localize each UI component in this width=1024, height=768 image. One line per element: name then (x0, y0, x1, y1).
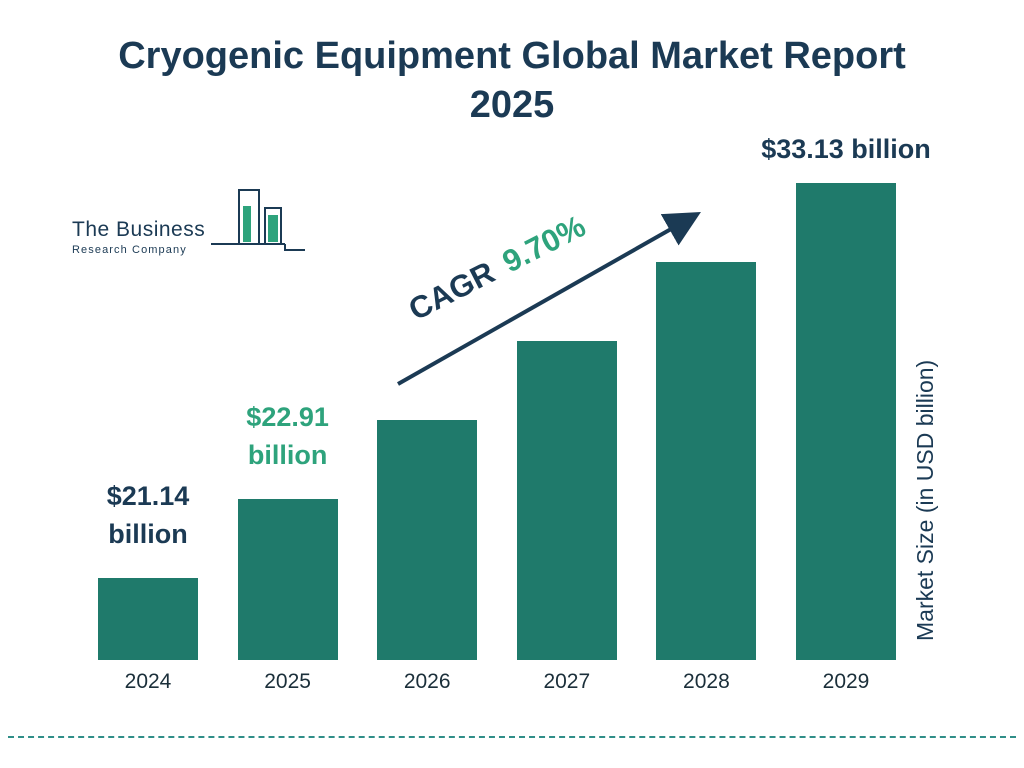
x-tick-2029: 2029 (822, 670, 870, 693)
cagr-label: CAGR9.70% (403, 208, 591, 328)
chart-title-line1: Cryogenic Equipment Global Market Report (118, 35, 906, 77)
logo-name: The Business (72, 218, 206, 241)
cagr-prefix: CAGR (403, 254, 501, 328)
chart-title: Cryogenic Equipment Global Market Report… (0, 32, 1024, 129)
x-tick-2026: 2026 (403, 670, 451, 693)
logo-text: The Business Research Company (72, 218, 205, 260)
x-tick-2025: 2025 (264, 670, 311, 693)
bar-2026 (377, 420, 478, 660)
bar-2027 (516, 341, 617, 660)
bar-2025 (237, 499, 338, 660)
bar-value-label-2029: $33.13 billion (761, 134, 931, 164)
logo: The Business Research Company (72, 188, 307, 260)
x-tick-2024: 2024 (124, 670, 172, 693)
logo-subname: Research Company (72, 244, 187, 256)
x-tick-2028: 2028 (683, 670, 730, 693)
bottom-dashed-divider (8, 736, 1016, 738)
bar-value-label-2024: $21.14 billion (106, 481, 190, 549)
bar-chart-logo-icon (211, 189, 306, 251)
bar-value-label-2025: $22.91 billion (246, 402, 329, 470)
bar-2029 (796, 183, 896, 660)
bar-2028 (656, 262, 757, 660)
bar-2024 (98, 578, 198, 660)
cagr-value: 9.70% (496, 208, 592, 280)
x-tick-2027: 2027 (543, 670, 591, 693)
chart-title-line2: 2025 (469, 83, 555, 126)
y-axis-label: Market Size (in USD billion) (912, 359, 938, 641)
